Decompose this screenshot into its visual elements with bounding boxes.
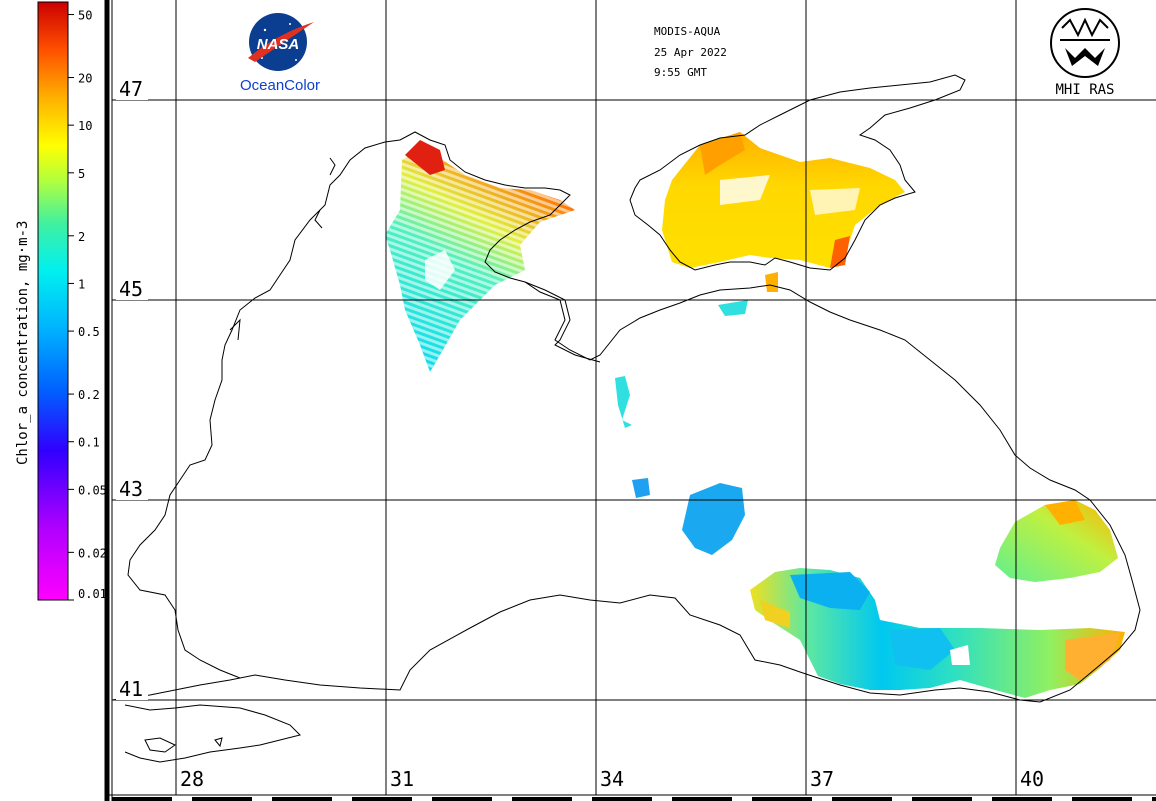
lon-label: 28 xyxy=(180,767,204,791)
header: MODIS-AQUA 25 Apr 2022 9:55 GMT xyxy=(654,25,727,79)
chlorophyll-data xyxy=(385,132,1125,698)
time-text: 9:55 GMT xyxy=(654,66,707,79)
lat-label: 47 xyxy=(119,77,143,101)
center-patch xyxy=(682,483,745,555)
latitude-labels: 47 45 43 41 xyxy=(116,77,148,701)
oceancolor-text: OceanColor xyxy=(240,77,320,94)
colorbar-tick-label: 0.1 xyxy=(78,436,100,450)
mhi-ras-text: MHI RAS xyxy=(1055,82,1114,98)
lon-label: 34 xyxy=(600,767,624,791)
date-text: 25 Apr 2022 xyxy=(654,46,727,59)
left-axis xyxy=(104,0,1156,801)
lat-label: 45 xyxy=(119,277,143,301)
colorbar-tick-label: 0.05 xyxy=(78,483,107,497)
lon-label: 40 xyxy=(1020,767,1044,791)
colorbar-tick-label: 1 xyxy=(78,277,85,291)
sensor-name: MODIS-AQUA xyxy=(654,25,721,38)
lon-label: 31 xyxy=(390,767,414,791)
longitude-labels: 28 31 34 37 40 xyxy=(180,767,1044,791)
kerch-patch xyxy=(718,300,748,316)
colorbar-ticks: 50 20 10 5 2 1 0.5 0.2 0.1 0.05 0.02 0.01 xyxy=(68,9,107,601)
colorbar-tick-label: 10 xyxy=(78,119,92,133)
mhi-ras-logo: MHI RAS xyxy=(1050,8,1120,98)
coastline xyxy=(111,74,1141,763)
colorbar-tick-label: 0.01 xyxy=(78,587,107,601)
nasa-logo-text: NASA xyxy=(257,36,300,53)
nasa-logo: NASA OceanColor xyxy=(240,13,320,94)
lat-label: 41 xyxy=(119,677,143,701)
colorbar-tick-label: 5 xyxy=(78,167,85,181)
azov-patch xyxy=(662,132,905,268)
colorbar-tick-label: 0.2 xyxy=(78,388,100,402)
east-patch xyxy=(995,500,1118,582)
colorbar-tick-label: 0.5 xyxy=(78,325,100,339)
colorbar-tick-label: 2 xyxy=(78,230,85,244)
lat-label: 43 xyxy=(119,477,143,501)
colorbar-tick-label: 0.02 xyxy=(78,546,107,560)
colorbar-tick-label: 20 xyxy=(78,72,92,86)
colorbar-tick-label: 50 xyxy=(78,9,92,23)
colorbar: 50 20 10 5 2 1 0.5 0.2 0.1 0.05 0.02 0.01 Chlor_a c… xyxy=(15,1,107,601)
colorbar-title: Chlor_a concentration, mg·m-3 xyxy=(15,221,31,465)
graticule xyxy=(112,0,1156,795)
lon-label: 37 xyxy=(810,767,834,791)
colorbar-gradient xyxy=(37,1,69,601)
